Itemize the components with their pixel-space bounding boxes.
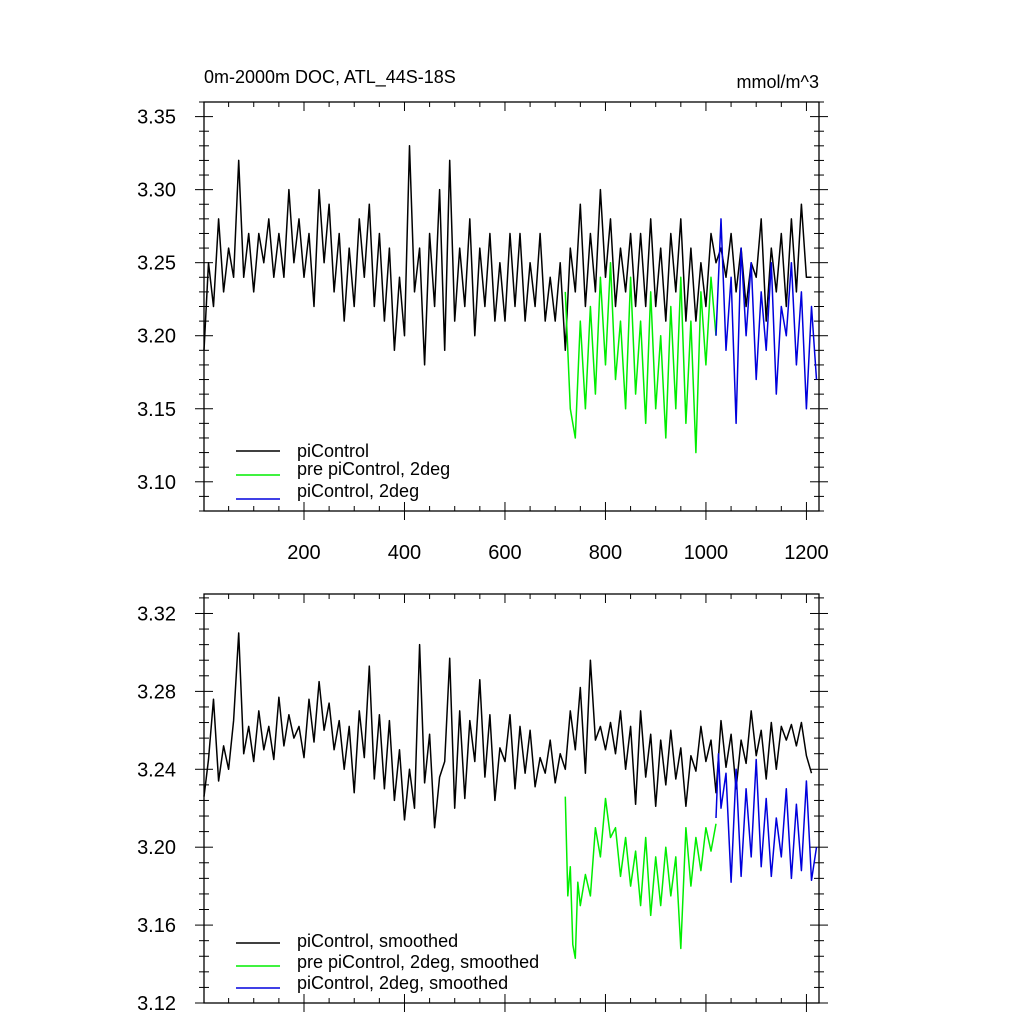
bottom-legend-label-1: pre piControl, 2deg, smoothed [297,952,539,972]
bottom-panel: 3.12 3.16 3.20 3.24 3.28 3.32 piControl, smoo… [137,593,828,1015]
y-tick-label: 3.10 [137,472,176,494]
top-legend-label-0: piControl [297,441,369,461]
y-tick-label: 3.15 [137,399,176,421]
x-tick-label: 200 [287,542,320,564]
y-tick-label: 3.25 [137,253,176,275]
top-legend-label-1: pre piControl, 2deg [297,459,450,479]
bottom-legend: piControl, smoothed pre piControl, 2deg,… [236,931,539,993]
y-tick-label: 3.12 [137,993,176,1015]
bottom-y-tick-labels: 3.12 3.16 3.20 3.24 3.28 3.32 [137,603,176,1015]
x-tick-label: 1200 [784,542,829,564]
x-tick-label: 400 [388,542,421,564]
y-tick-label: 3.32 [137,603,176,625]
y-tick-label: 3.35 [137,107,176,129]
series-line-0 [203,632,813,829]
series-line-1 [564,261,717,454]
y-tick-label: 3.30 [137,180,176,202]
y-tick-label: 3.20 [137,326,176,348]
top-y-tick-labels: 3.10 3.15 3.20 3.25 3.30 3.35 [137,107,176,494]
x-tick-label: 800 [589,542,622,564]
top-x-tick-labels: 200 400 600 800 1000 1200 [287,542,828,564]
bottom-legend-label-0: piControl, smoothed [297,931,458,951]
x-tick-label: 1000 [684,542,729,564]
bottom-plot-frame [203,593,820,1004]
top-chart-title: 0m-2000m DOC, ATL_44S-18S [204,67,456,88]
series-line-2 [715,752,818,883]
bottom-legend-label-2: piControl, 2deg, smoothed [297,973,508,993]
top-legend: piControl pre piControl, 2deg piControl,… [236,441,450,501]
top-chart-units: mmol/m^3 [737,72,819,92]
series-line-0 [203,145,812,366]
y-tick-label: 3.28 [137,681,176,703]
bottom-series-lines [203,632,818,959]
y-tick-label: 3.20 [137,837,176,859]
top-series-lines [203,145,818,454]
top-ticks [195,101,828,520]
series-line-2 [715,218,818,425]
top-panel: 0m-2000m DOC, ATL_44S-18S mmol/m^3 3.103… [137,67,829,564]
series-line-1 [564,796,717,959]
bottom-ticks [195,594,828,1012]
y-tick-label: 3.16 [137,915,176,937]
y-tick-label: 3.24 [137,759,176,781]
top-legend-label-2: piControl, 2deg [297,481,419,501]
x-tick-label: 600 [488,542,521,564]
